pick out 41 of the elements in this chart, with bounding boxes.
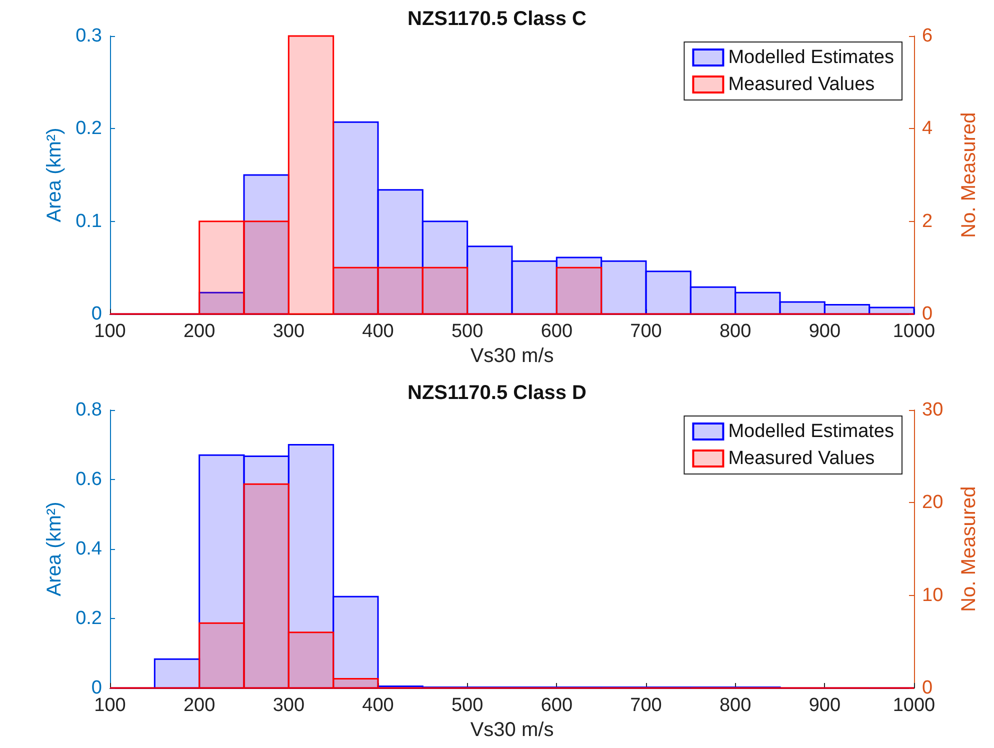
x-tick-label: 500: [451, 695, 484, 716]
legend-label: Modelled Estimates: [728, 47, 894, 68]
x-axis-title: Vs30 m/s: [470, 719, 554, 741]
y-axis-title: Area (km²): [44, 502, 66, 596]
chart-title: NZS1170.5 Class C: [408, 8, 586, 30]
x-tick-label: 600: [540, 321, 573, 342]
x-tick-label: 600: [540, 695, 573, 716]
y2-tick-label: 20: [922, 492, 944, 514]
y2-tick-label: 30: [922, 400, 944, 420]
y2-axis-title: No. Measured: [958, 486, 980, 612]
chart-title: NZS1170.5 Class D: [408, 382, 586, 404]
y-tick-label: 0.2: [76, 608, 102, 629]
x-tick-label: 700: [630, 695, 662, 716]
legend-label: Modelled Estimates: [728, 421, 894, 442]
x-tick-label: 200: [183, 321, 216, 342]
x-axis-title: Vs30 m/s: [470, 345, 554, 367]
x-tick-label: 400: [362, 695, 394, 716]
x-tick-label: 800: [719, 321, 752, 342]
y-tick-label: 0.1: [76, 210, 102, 232]
y2-tick-label: 10: [922, 584, 944, 606]
x-tick-label: 900: [808, 321, 841, 342]
x-tick-label: 300: [272, 321, 305, 342]
x-tick-label: 900: [808, 695, 841, 716]
legend-label: Measured Values: [728, 448, 875, 469]
y2-tick-label: 2: [922, 210, 933, 232]
x-tick-label: 800: [719, 695, 752, 716]
y-tick-label: 0.6: [76, 469, 102, 490]
x-tick-label: 200: [183, 695, 216, 716]
y-tick-label: 0.8: [76, 400, 102, 420]
x-tick-label: 400: [362, 321, 394, 342]
y2-tick-label: 6: [922, 26, 933, 46]
y-axis-title: Area (km²): [44, 128, 66, 222]
x-tick-label: 300: [272, 695, 305, 716]
y-tick-label: 0.3: [76, 26, 102, 46]
x-tick-label: 500: [451, 321, 484, 342]
x-tick-label: 700: [630, 321, 662, 342]
y-tick-label: 0.4: [76, 538, 102, 560]
legend-label: Measured Values: [728, 74, 875, 95]
y-tick-label: 0.2: [76, 118, 102, 140]
y2-tick-label: 4: [922, 118, 933, 140]
y2-axis-title: No. Measured: [958, 112, 980, 238]
